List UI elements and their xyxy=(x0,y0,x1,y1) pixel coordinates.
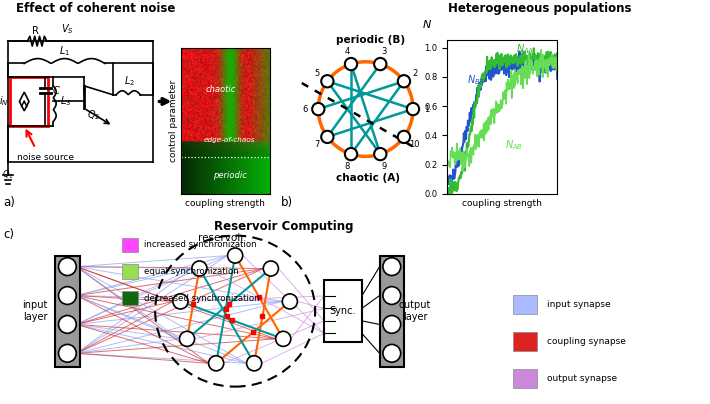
Circle shape xyxy=(58,258,76,276)
Bar xyxy=(10,77,48,126)
Text: chaotic (A): chaotic (A) xyxy=(336,173,400,183)
Bar xyxy=(380,255,404,367)
Circle shape xyxy=(228,248,243,263)
Bar xyxy=(122,238,138,252)
Text: coupling synapse: coupling synapse xyxy=(547,337,626,346)
Circle shape xyxy=(192,261,207,276)
Bar xyxy=(513,369,537,388)
Text: output synapse: output synapse xyxy=(547,374,617,383)
Text: 3: 3 xyxy=(382,47,387,56)
Circle shape xyxy=(263,261,278,276)
Text: $N_{BB}$: $N_{BB}$ xyxy=(467,74,486,87)
Text: $N_{AA}$: $N_{AA}$ xyxy=(515,43,534,57)
Text: noise source: noise source xyxy=(16,153,74,162)
Circle shape xyxy=(321,75,334,87)
Text: periodic (B): periodic (B) xyxy=(336,36,405,45)
Circle shape xyxy=(58,344,76,362)
Text: 1: 1 xyxy=(424,105,429,114)
Y-axis label: control parameter: control parameter xyxy=(169,80,178,162)
Text: input synapse: input synapse xyxy=(547,300,611,309)
X-axis label: coupling strength: coupling strength xyxy=(462,200,542,208)
Text: c): c) xyxy=(4,228,14,241)
Circle shape xyxy=(283,294,297,309)
Circle shape xyxy=(173,294,188,309)
Circle shape xyxy=(383,316,400,333)
Text: Reservoir Computing: Reservoir Computing xyxy=(214,220,354,233)
Text: decreased synchronization: decreased synchronization xyxy=(144,294,260,303)
Bar xyxy=(122,291,138,305)
Circle shape xyxy=(374,58,386,70)
Text: Heterogeneous populations: Heterogeneous populations xyxy=(448,2,631,15)
Text: R: R xyxy=(32,25,39,36)
Circle shape xyxy=(407,103,419,115)
Bar xyxy=(513,295,537,314)
Bar xyxy=(513,332,537,351)
Circle shape xyxy=(246,356,262,371)
Text: Sync.: Sync. xyxy=(329,306,356,316)
Text: $V_S$: $V_S$ xyxy=(61,22,74,36)
Bar xyxy=(122,264,138,279)
Text: $N$: $N$ xyxy=(422,18,432,30)
Text: $i_N$: $i_N$ xyxy=(0,95,9,108)
Circle shape xyxy=(209,356,224,371)
Circle shape xyxy=(312,103,324,115)
Text: $Q_2$: $Q_2$ xyxy=(87,108,100,122)
Text: input
layer: input layer xyxy=(23,300,48,322)
Text: 8: 8 xyxy=(344,162,349,171)
Circle shape xyxy=(345,58,357,70)
Bar xyxy=(324,280,362,342)
Text: $N_{AB}$: $N_{AB}$ xyxy=(505,138,523,152)
Text: equal synchronization: equal synchronization xyxy=(144,267,239,276)
Bar xyxy=(55,255,80,367)
Text: 2: 2 xyxy=(412,69,417,78)
Text: a): a) xyxy=(4,196,16,209)
Circle shape xyxy=(374,148,386,160)
Text: b): b) xyxy=(280,196,293,209)
Text: increased synchronization: increased synchronization xyxy=(144,240,257,249)
Text: 7: 7 xyxy=(314,140,320,149)
Circle shape xyxy=(345,148,357,160)
Text: $C$: $C$ xyxy=(52,84,60,96)
Text: 4: 4 xyxy=(344,47,349,56)
X-axis label: coupling strength: coupling strength xyxy=(185,200,266,208)
Text: chaotic: chaotic xyxy=(206,85,236,94)
Circle shape xyxy=(180,331,195,346)
Text: periodic: periodic xyxy=(213,170,247,179)
Text: 10: 10 xyxy=(410,140,420,149)
Text: 6: 6 xyxy=(302,105,307,114)
Text: 9: 9 xyxy=(382,162,387,171)
Circle shape xyxy=(398,75,410,87)
Circle shape xyxy=(398,131,410,143)
Circle shape xyxy=(275,331,291,346)
Text: edge-of-chaos: edge-of-chaos xyxy=(204,137,256,143)
Text: Effect of coherent noise: Effect of coherent noise xyxy=(16,2,175,15)
Circle shape xyxy=(58,316,76,333)
Text: 5: 5 xyxy=(314,69,320,78)
Text: $L_3$: $L_3$ xyxy=(60,95,71,108)
Circle shape xyxy=(383,287,400,305)
Circle shape xyxy=(383,258,400,276)
Text: $Q_1$: $Q_1$ xyxy=(1,169,13,181)
Text: $L_2$: $L_2$ xyxy=(124,74,135,88)
Circle shape xyxy=(383,344,400,362)
Circle shape xyxy=(58,287,76,305)
Text: reservoir: reservoir xyxy=(199,233,245,243)
Text: $L_1$: $L_1$ xyxy=(59,44,70,58)
Text: output
layer: output layer xyxy=(399,300,431,322)
Circle shape xyxy=(321,131,334,143)
